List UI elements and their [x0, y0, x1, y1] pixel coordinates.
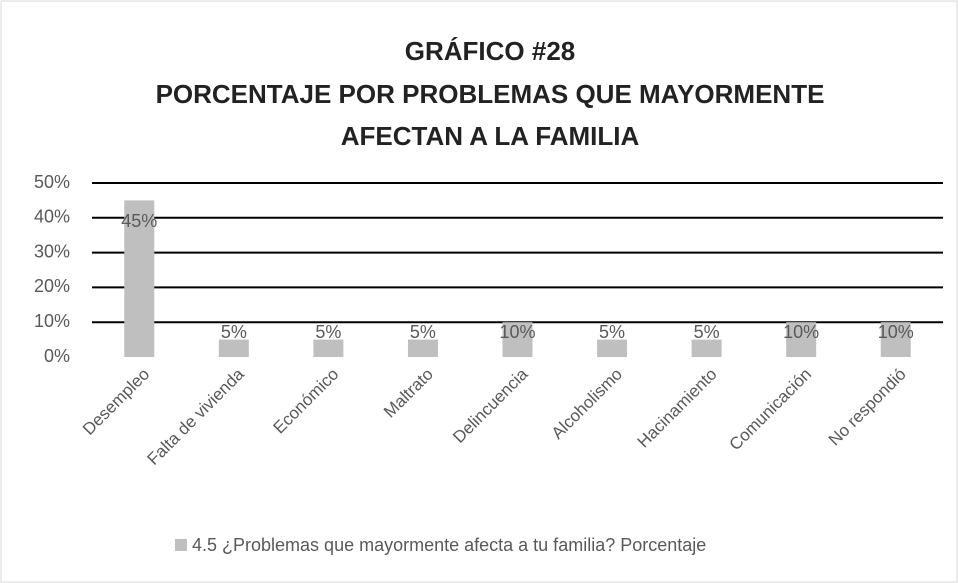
bar	[407, 339, 438, 357]
data-label: 5%	[315, 322, 341, 342]
y-tick-label: 50%	[34, 172, 70, 192]
data-label: 5%	[694, 322, 720, 342]
data-label: 10%	[878, 322, 914, 342]
legend-label: 4.5 ¿Problemas que mayormente afecta a t…	[192, 535, 706, 555]
chart-title: PORCENTAJE POR PROBLEMAS QUE MAYORMENTE	[156, 79, 825, 109]
data-label: 5%	[599, 322, 625, 342]
chart-title: GRÁFICO #28	[405, 36, 576, 66]
data-label: 5%	[221, 322, 247, 342]
bar	[218, 339, 249, 357]
bar	[502, 322, 533, 357]
bar	[597, 339, 628, 357]
legend-swatch	[175, 539, 187, 551]
chart-title: AFECTAN A LA FAMILIA	[341, 121, 640, 151]
data-label: 5%	[410, 322, 436, 342]
y-tick-label: 30%	[34, 241, 70, 261]
bar	[880, 322, 911, 357]
bar	[124, 200, 155, 357]
data-label: 10%	[499, 322, 535, 342]
bar	[691, 339, 722, 357]
data-label: 10%	[783, 322, 819, 342]
y-tick-label: 10%	[34, 311, 70, 331]
y-tick-label: 40%	[34, 207, 70, 227]
bar	[313, 339, 344, 357]
bar	[786, 322, 817, 357]
data-label: 45%	[121, 211, 157, 231]
y-tick-label: 20%	[34, 276, 70, 296]
y-tick-label: 0%	[44, 346, 70, 366]
